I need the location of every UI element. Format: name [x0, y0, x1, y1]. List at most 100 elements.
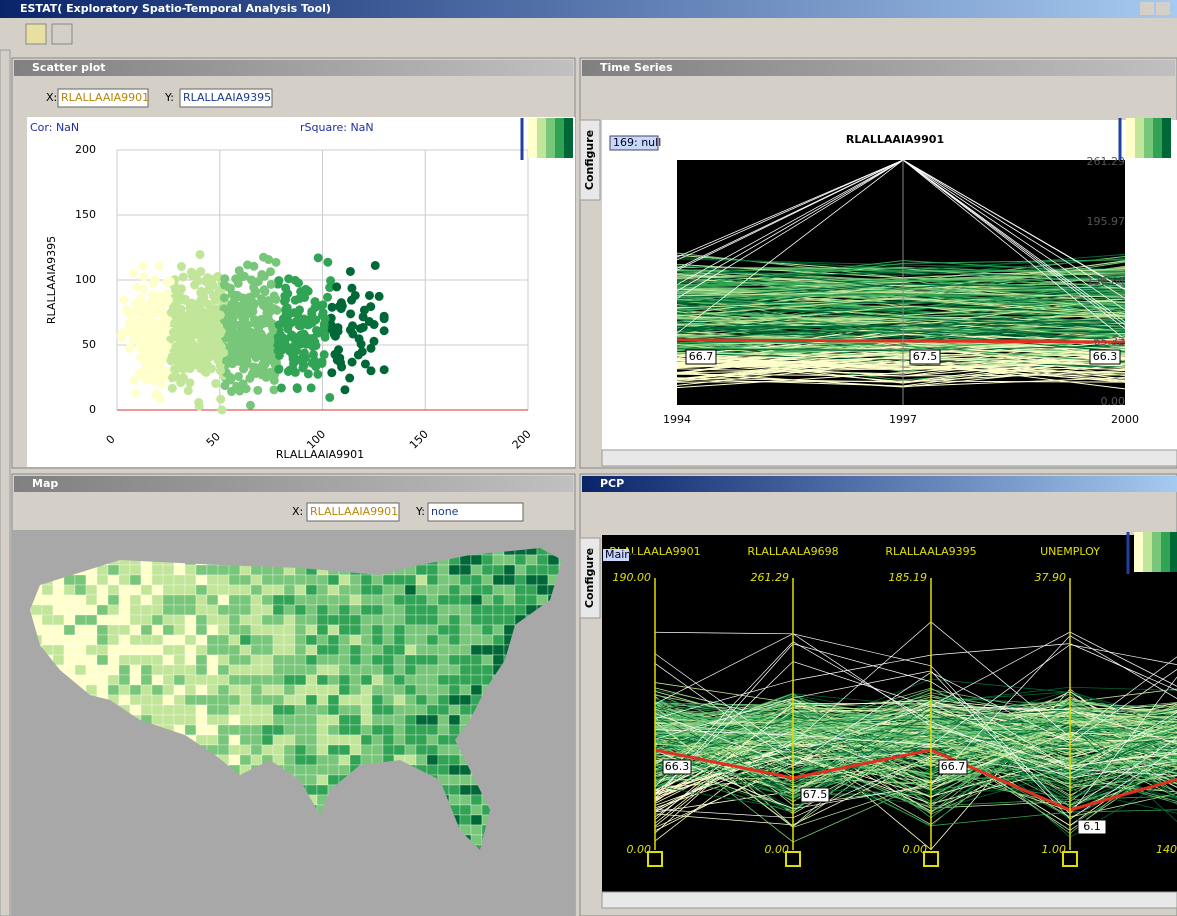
open-button[interactable] — [26, 24, 46, 44]
scatter-point — [134, 325, 143, 334]
county — [372, 675, 383, 685]
scatter-point — [136, 353, 145, 362]
scatter-point — [131, 388, 140, 397]
y-tick-label: 0.00 — [1101, 395, 1126, 408]
scatter-point — [332, 282, 341, 291]
county — [218, 725, 229, 735]
county — [262, 675, 273, 685]
county — [339, 665, 350, 675]
county — [317, 705, 328, 715]
scatter-point — [141, 311, 150, 320]
county — [361, 665, 372, 675]
county — [526, 555, 537, 565]
county — [438, 615, 449, 625]
scatter-point — [122, 327, 131, 336]
county — [427, 705, 438, 715]
county — [196, 615, 207, 625]
county — [97, 575, 108, 585]
county — [328, 635, 339, 645]
county — [328, 615, 339, 625]
county — [240, 665, 251, 675]
county — [97, 685, 108, 695]
county — [119, 655, 130, 665]
county — [284, 725, 295, 735]
county — [64, 655, 75, 665]
value-label: 66.7 — [941, 760, 966, 773]
county — [119, 615, 130, 625]
county — [185, 625, 196, 635]
legend-swatch — [1143, 532, 1152, 572]
h-scrollbar[interactable] — [602, 450, 1177, 466]
county — [229, 655, 240, 665]
county — [251, 745, 262, 755]
scatter-point — [277, 383, 286, 392]
y-select-value: none — [431, 505, 459, 518]
county — [218, 565, 229, 575]
county — [240, 685, 251, 695]
county — [185, 665, 196, 675]
scatter-point — [153, 389, 162, 398]
value-label: 6.1 — [1083, 820, 1101, 833]
scatter-point — [159, 339, 168, 348]
county — [97, 665, 108, 675]
county — [42, 595, 53, 605]
county — [306, 695, 317, 705]
h-scrollbar[interactable] — [602, 892, 1177, 908]
county — [405, 685, 416, 695]
county — [504, 585, 515, 595]
county — [372, 635, 383, 645]
county — [427, 595, 438, 605]
county — [427, 585, 438, 595]
county — [130, 575, 141, 585]
layout-button[interactable] — [52, 24, 72, 44]
county — [119, 595, 130, 605]
county — [240, 605, 251, 615]
county — [163, 665, 174, 675]
county — [328, 705, 339, 715]
county — [240, 575, 251, 585]
county — [416, 685, 427, 695]
scatter-point — [220, 381, 229, 390]
county — [405, 665, 416, 675]
county — [493, 645, 504, 655]
app-window: ESTAT( Exploratory Spatio-Temporal Analy… — [0, 0, 1177, 916]
scatter-point — [140, 272, 149, 281]
scatter-point — [317, 301, 326, 310]
county — [405, 605, 416, 615]
county — [64, 645, 75, 655]
minimize-button[interactable] — [1140, 2, 1154, 15]
county — [53, 615, 64, 625]
county — [427, 765, 438, 775]
county — [251, 625, 262, 635]
y-axis-title: RLALLAAIA9395 — [45, 236, 58, 324]
county — [207, 735, 218, 745]
county — [174, 715, 185, 725]
county — [427, 665, 438, 675]
scatter-point — [144, 302, 153, 311]
scatter-point — [203, 273, 212, 282]
county — [75, 645, 86, 655]
county — [218, 715, 229, 725]
maximize-button[interactable] — [1156, 2, 1170, 15]
county — [317, 605, 328, 615]
county — [339, 585, 350, 595]
scatter-point — [217, 342, 226, 351]
highlight-line — [677, 340, 1125, 342]
county — [229, 685, 240, 695]
county — [130, 565, 141, 575]
county — [427, 615, 438, 625]
county — [240, 755, 251, 765]
county — [251, 695, 262, 705]
county — [152, 595, 163, 605]
county — [262, 575, 273, 585]
county — [383, 585, 394, 595]
county — [273, 625, 284, 635]
county — [229, 635, 240, 645]
county — [152, 605, 163, 615]
county — [295, 665, 306, 675]
county — [361, 685, 372, 695]
county — [416, 635, 427, 645]
county — [141, 655, 152, 665]
county — [97, 595, 108, 605]
county — [185, 675, 196, 685]
